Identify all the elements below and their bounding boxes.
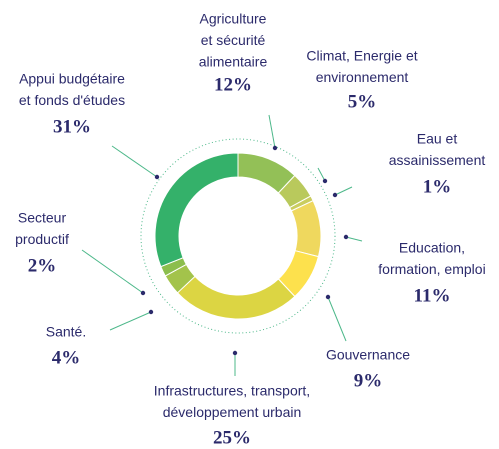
leader-line (345, 236, 363, 242)
slice-label: et fonds d'études (19, 92, 125, 108)
dotted-ring (140, 138, 336, 334)
leader-dot (322, 178, 328, 184)
slice (290, 199, 322, 258)
leader-dot (325, 294, 331, 300)
slice-label: Infrastructures, transport, (154, 383, 310, 399)
leader-dot (154, 174, 160, 180)
slice-label: Education, (399, 240, 465, 256)
value-label: 4% (52, 347, 81, 368)
slice (176, 275, 296, 320)
leader-line (317, 167, 326, 182)
leader-line (81, 249, 144, 294)
leader-dot (332, 192, 338, 198)
slice-label: Eau et (417, 131, 458, 147)
leader-dot (343, 234, 349, 240)
value-label: 2% (28, 255, 57, 276)
slice-label: assainissement (389, 152, 486, 168)
leader-line (109, 311, 152, 331)
leader-dot (272, 145, 278, 151)
slice-label: Appui budgétaire (19, 71, 125, 87)
leader-line (334, 186, 353, 196)
value-label: 11% (414, 285, 451, 306)
slice-label: productif (15, 231, 69, 247)
leader-line (327, 296, 347, 342)
slice-label: alimentaire (199, 54, 268, 70)
value-label: 12% (214, 74, 252, 95)
slice-label: Santé. (46, 324, 86, 340)
value-label: 25% (213, 427, 251, 448)
value-label: 31% (53, 116, 91, 137)
value-label: 9% (354, 370, 383, 391)
slice-label: environnement (316, 69, 409, 85)
slice-label: Secteur (18, 210, 67, 226)
slice-label: et sécurité (201, 32, 266, 48)
slice-label: formation, emploi (378, 261, 485, 277)
leader-dot (140, 290, 146, 296)
leader-dot (148, 309, 154, 315)
leader-line (111, 145, 158, 178)
value-label: 1% (423, 176, 452, 197)
slice-label: Climat, Energie et (306, 48, 417, 64)
slice-label: Gouvernance (326, 347, 410, 363)
slice-label: Agriculture (200, 11, 267, 27)
leader-line (268, 114, 276, 149)
leader-dot (232, 350, 238, 356)
slice (154, 152, 239, 268)
slice-label: développement urbain (163, 404, 302, 420)
value-label: 5% (348, 91, 377, 112)
